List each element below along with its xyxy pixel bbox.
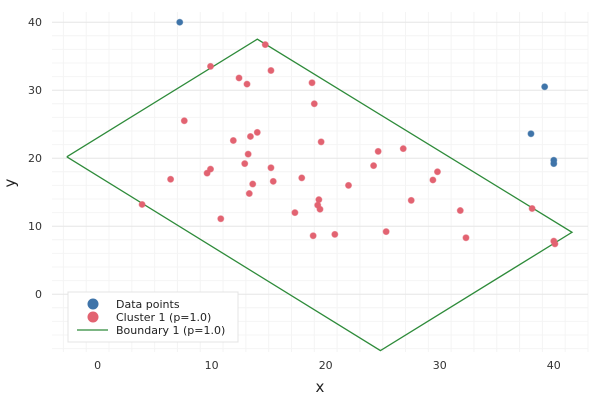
y-tick-label: 40 xyxy=(28,16,42,29)
legend-label: Cluster 1 (p=1.0) xyxy=(116,311,211,324)
cluster-point xyxy=(551,240,559,248)
cluster-point xyxy=(316,205,324,213)
cluster-point xyxy=(370,162,378,170)
cluster-point xyxy=(246,132,254,140)
cluster-point xyxy=(317,138,325,146)
points-layer xyxy=(138,18,559,248)
cluster-point xyxy=(462,234,470,242)
y-axis-title: y xyxy=(1,178,19,187)
cluster-point xyxy=(244,150,252,158)
cluster-point xyxy=(310,100,318,108)
cluster-point xyxy=(374,147,382,155)
cluster-point xyxy=(429,176,437,184)
cluster-point xyxy=(235,74,243,82)
cluster-point xyxy=(399,145,407,153)
legend-label: Boundary 1 (p=1.0) xyxy=(116,324,225,337)
x-tick-label: 0 xyxy=(94,359,101,372)
cluster-point xyxy=(243,80,251,88)
x-tick-label: 30 xyxy=(433,359,447,372)
cluster-point xyxy=(267,66,275,74)
cluster-point xyxy=(217,215,225,223)
cluster-point xyxy=(407,196,415,204)
cluster-point xyxy=(138,200,146,208)
cluster-point xyxy=(167,175,175,183)
x-tick-label: 40 xyxy=(547,359,561,372)
data-point xyxy=(550,160,558,168)
data-point xyxy=(541,83,549,91)
cluster-point xyxy=(298,174,306,182)
cluster-point xyxy=(203,169,211,177)
cluster-point xyxy=(229,137,237,145)
x-tick-label: 10 xyxy=(205,359,219,372)
legend-label: Data points xyxy=(116,298,180,311)
cluster-point xyxy=(245,190,253,198)
y-tick-label: 0 xyxy=(35,288,42,301)
cluster-point xyxy=(291,209,299,217)
y-tick-label: 10 xyxy=(28,220,42,233)
legend-marker xyxy=(87,311,99,323)
cluster-point xyxy=(309,232,317,240)
cluster-point xyxy=(253,128,261,136)
cluster-point xyxy=(207,62,215,70)
y-tick-label: 20 xyxy=(28,152,42,165)
x-axis-title: x xyxy=(316,378,325,396)
cluster-point xyxy=(331,230,339,238)
x-tick-label: 20 xyxy=(319,359,333,372)
boundary-layer xyxy=(66,38,574,352)
legend-marker xyxy=(87,298,99,310)
data-point xyxy=(176,18,184,26)
y-tick-label: 30 xyxy=(28,84,42,97)
cluster-point xyxy=(180,117,188,125)
tick-labels: 0 10 20 30 40 0 10 20 30 40 xyxy=(28,16,561,372)
cluster-point xyxy=(528,205,536,213)
cluster-point xyxy=(345,181,353,189)
cluster-point xyxy=(267,164,275,172)
boundary-line xyxy=(66,38,574,352)
cluster-point xyxy=(308,79,316,87)
cluster-point xyxy=(456,207,464,215)
cluster-point xyxy=(241,160,249,168)
cluster-point xyxy=(433,168,441,176)
data-point xyxy=(527,130,535,138)
cluster-point xyxy=(261,41,269,49)
cluster-point xyxy=(249,180,257,188)
cluster-point xyxy=(382,228,390,236)
cluster-point xyxy=(269,177,277,185)
